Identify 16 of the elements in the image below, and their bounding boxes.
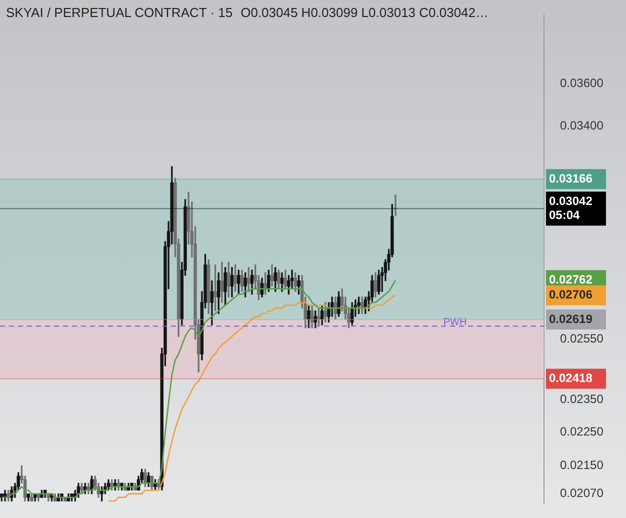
ref-line-label: PWH — [443, 316, 467, 328]
ref-line-label: 0.03166 — [549, 171, 593, 186]
ref-line-label: 0.03042 05:04 — [549, 194, 593, 222]
y-tick-label: 0.02150 — [560, 458, 604, 472]
y-tick-label: 0.03600 — [560, 76, 604, 90]
y-tick-label: 0.02350 — [560, 392, 604, 406]
y-tick-label: 0.02550 — [560, 332, 604, 346]
y-tick-label: 0.02070 — [560, 486, 604, 500]
y-tick-label: 0.02250 — [560, 424, 604, 438]
ref-line-label: 0.02619 — [549, 312, 593, 326]
chart-subtitle: O0.03045 H0.03099 L0.03013 C0.03042… — [240, 5, 489, 20]
text: 0.02762 — [549, 272, 593, 286]
y-tick-label: 0.03400 — [560, 118, 604, 133]
ref-line-label: 0.02418 — [549, 371, 593, 386]
text: 0.02706 — [549, 288, 593, 302]
chart-title: SKYAI / PERPETUAL CONTRACT · 15 — [6, 5, 233, 20]
